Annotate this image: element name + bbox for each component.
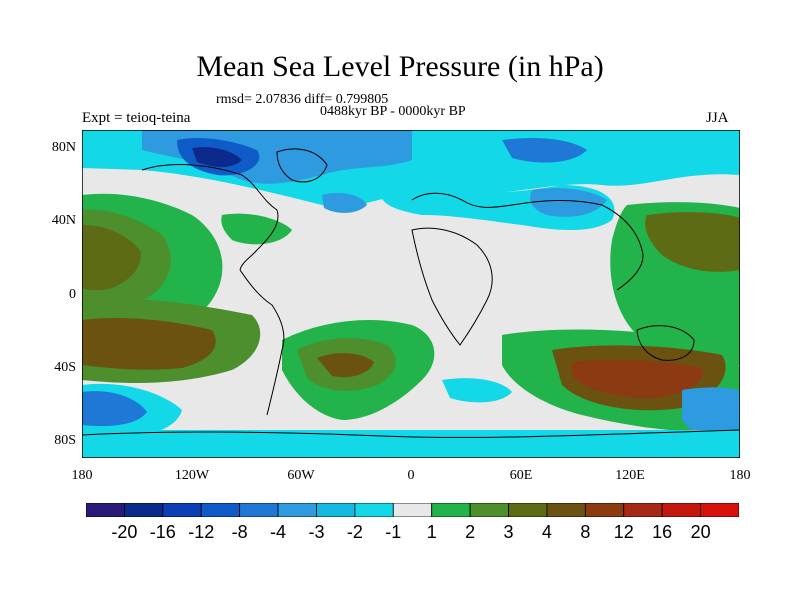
region-south-pacific-high-2: [82, 318, 216, 370]
lon-tick-180w: 180: [71, 468, 93, 483]
colorbar-label: -20: [111, 522, 138, 542]
colorbar-label: -3: [308, 522, 325, 542]
colorbar-swatch: [431, 503, 471, 517]
lon-tick-180e: 180: [729, 468, 751, 483]
colorbar-swatch: [584, 503, 625, 517]
colorbar-swatch: [124, 503, 164, 517]
region-southern-ocean-low-3: [442, 378, 512, 403]
region-atlantic-high: [221, 213, 292, 245]
lat-tick-40n: 40N: [51, 213, 76, 228]
lon-tick-120e: 120E: [615, 468, 645, 483]
lat-tick-80s: 80S: [54, 433, 76, 448]
colorbar-swatch: [86, 503, 125, 517]
colorbar-label: 1: [426, 522, 437, 542]
colorbar-label: 4: [541, 522, 552, 542]
colorbar-swatch: [661, 503, 701, 517]
colorbar-label: -12: [188, 522, 215, 542]
colorbar-label: 8: [580, 522, 591, 542]
colorbar-label: -8: [231, 522, 248, 542]
lat-tick-0: 0: [69, 287, 76, 302]
region-arctic-low-4: [192, 147, 242, 167]
colorbar-swatch: [200, 503, 241, 517]
colorbar-swatch: [392, 503, 433, 517]
colorbar-swatch: [316, 503, 356, 517]
region-west-pacific-high-2: [645, 212, 740, 272]
lat-tick-40s: 40S: [54, 360, 76, 375]
colorbar-label: -4: [270, 522, 287, 542]
colorbar-swatch: [277, 503, 317, 517]
region-southern-ocean-low-2: [82, 391, 147, 427]
colorbar-label: 20: [690, 522, 711, 542]
region-antarctic-low: [82, 430, 740, 458]
colorbar: [86, 503, 739, 517]
colorbar-label: -16: [149, 522, 176, 542]
colorbar-label: 12: [613, 522, 634, 542]
colorbar-label: 2: [465, 522, 476, 542]
colorbar-swatch: [162, 503, 202, 517]
lon-tick-120w: 120W: [174, 468, 210, 483]
colorbar-label: 3: [503, 522, 514, 542]
stats-line: rmsd= 2.07836 diff= 0.799805: [216, 92, 389, 107]
colorbar-label: -2: [346, 522, 363, 542]
experiment-label: Expt = teioq-teina: [82, 110, 191, 126]
coastlines: [82, 148, 740, 438]
region-asia-low: [530, 188, 607, 217]
region-southern-ocean-low-4: [682, 387, 740, 441]
colorbar-swatch: [700, 503, 739, 517]
colorbar-swatch: [469, 503, 509, 517]
season-label: JJA: [706, 110, 729, 126]
colorbar-swatch: [354, 503, 394, 517]
region-north-pacific-high-3: [82, 225, 141, 291]
period-line: 0488kyr BP - 0000kyr BP: [320, 104, 466, 119]
lon-tick-60e: 60E: [509, 468, 533, 483]
region-siberia-low: [502, 138, 587, 163]
colorbar-label: -1: [385, 522, 402, 542]
lat-tick-80n: 80N: [51, 140, 76, 155]
region-atlantic-low: [322, 193, 367, 213]
colorbar-swatch: [546, 503, 586, 517]
pressure-map: [82, 130, 740, 458]
region-indian-ocean-high-3: [572, 360, 703, 398]
lon-tick-60w: 60W: [287, 468, 315, 483]
colorbar-swatch: [508, 503, 548, 517]
colorbar-swatch: [239, 503, 279, 517]
colorbar-swatch: [623, 503, 663, 517]
lon-tick-0: 0: [407, 468, 415, 483]
chart-title: Mean Sea Level Pressure (in hPa): [196, 50, 604, 83]
colorbar-label: 16: [652, 522, 673, 542]
region-south-atlantic-high-3: [317, 353, 374, 378]
